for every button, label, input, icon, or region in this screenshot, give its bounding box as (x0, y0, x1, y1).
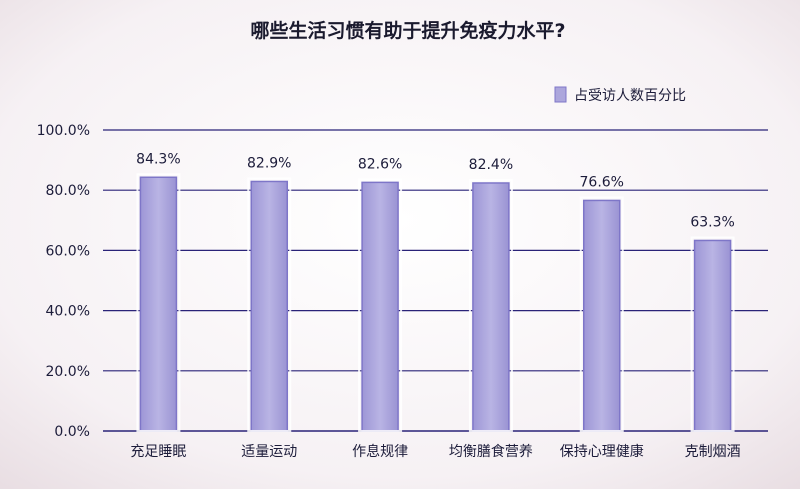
bar-highlight (136, 173, 181, 433)
x-tick-label: 均衡膳食营养 (449, 443, 533, 460)
x-tick-label: 克制烟酒 (685, 444, 741, 460)
data-labels: 84.3% 82.9% 82.6% 82.4% 76.6% 63.3% (136, 151, 735, 230)
y-tick-label: 80.0% (46, 183, 90, 199)
bar (361, 181, 399, 432)
x-tick-label: 充足睡眠 (130, 444, 186, 460)
bar-highlight (690, 236, 735, 432)
legend-swatch (554, 86, 567, 103)
x-axis-tick-labels: 充足睡眠 适量运动 作息规律 均衡膳食营养 保持心理健康 克制烟酒 (130, 443, 740, 460)
bar-highlight (247, 177, 292, 432)
data-label: 82.4% (469, 157, 513, 173)
x-tick-label: 保持心理健康 (560, 443, 644, 460)
bar-highlight (468, 178, 513, 432)
bar-highlight (579, 196, 624, 432)
legend-label: 占受访人数百分比 (574, 88, 686, 104)
bar (250, 180, 288, 432)
bar (139, 176, 178, 432)
x-tick-label: 适量运动 (241, 444, 297, 460)
y-tick-label: 100.0% (37, 123, 90, 139)
data-label: 82.6% (358, 156, 402, 172)
data-label: 84.3% (136, 151, 180, 167)
y-tick-label: 0.0% (54, 424, 90, 440)
bar (693, 239, 732, 432)
bar (472, 182, 510, 432)
grid-lines (103, 129, 768, 432)
data-label: 63.3% (690, 214, 734, 230)
chart-title: 哪些生活习惯有助于提升免疫力水平? (250, 19, 565, 42)
bar-highlight (358, 178, 403, 432)
bars (136, 173, 735, 433)
x-tick-label: 作息规律 (352, 443, 408, 460)
data-label: 82.9% (247, 155, 291, 171)
y-tick-label: 20.0% (46, 364, 90, 380)
bar (583, 199, 621, 432)
y-tick-label: 40.0% (46, 304, 90, 320)
y-axis-tick-labels: 0.0% 20.0% 40.0% 60.0% 80.0% 100.0% (37, 123, 90, 440)
y-tick-label: 60.0% (46, 243, 90, 259)
data-label: 76.6% (580, 174, 624, 190)
legend: 占受访人数百分比 (554, 86, 686, 104)
